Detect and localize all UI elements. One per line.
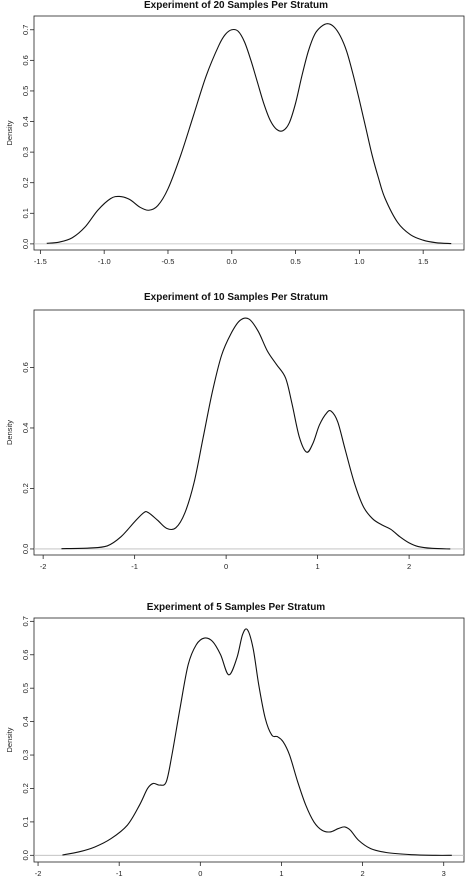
density-curve [61, 317, 451, 550]
x-tick-label: -1.0 [98, 257, 111, 266]
y-axis-label: Density [5, 120, 14, 145]
plot-frame [33, 309, 465, 556]
density-panel-2: Experiment of 10 Samples Per Stratum -2-… [0, 292, 472, 584]
x-tick-label: 2 [360, 869, 364, 878]
x-tick-label: 3 [442, 869, 446, 878]
y-tick-label: 0.5 [21, 683, 30, 693]
y-tick-label: 0.2 [21, 483, 30, 493]
chart-title: Experiment of 10 Samples Per Stratum [144, 292, 328, 303]
chart-title: Experiment of 5 Samples Per Stratum [146, 602, 326, 613]
y-tick-label: 0.2 [21, 177, 30, 187]
y-tick-label: 0.6 [21, 55, 30, 65]
density-curve [46, 23, 452, 245]
x-tick-label: -0.5 [162, 257, 175, 266]
x-tick-label: 0 [198, 869, 202, 878]
density-chart: -2 -1 0 1 2 3 0.0 0.1 0.2 0.3 0.4 0.5 0.6 0.7 Density [5, 616, 465, 878]
y-tick-label: 0.6 [21, 362, 30, 372]
x-tick-label: 1 [316, 562, 320, 571]
y-tick-label: 0.1 [21, 208, 30, 218]
y-axis-label: Density [5, 420, 14, 445]
plot-frame [33, 15, 465, 251]
x-tick-label: 0 [224, 562, 228, 571]
y-tick-label: 0.0 [21, 239, 30, 249]
y-tick-label: 0.5 [21, 86, 30, 96]
density-curve [62, 628, 452, 856]
x-tick-label: 0.5 [290, 257, 300, 266]
y-tick-label: 0.1 [21, 817, 30, 827]
y-tick-label: 0.4 [21, 716, 30, 726]
y-tick-label: 0.0 [21, 544, 30, 554]
y-tick-label: 0.6 [21, 650, 30, 660]
x-tick-label: -1 [116, 869, 123, 878]
y-tick-label: 0.0 [21, 850, 30, 860]
x-tick-label: 1.0 [354, 257, 364, 266]
density-chart: -2 -1 0 1 2 0.0 0.2 0.4 0.6 Density [5, 309, 465, 571]
y-tick-label: 0.4 [21, 423, 30, 433]
y-axis-label: Density [5, 727, 14, 752]
x-tick-label: 2 [407, 562, 411, 571]
y-tick-label: 0.2 [21, 783, 30, 793]
x-tick-label: 0.0 [227, 257, 237, 266]
x-tick-label: -2 [35, 869, 42, 878]
y-tick-label: 0.7 [21, 25, 30, 35]
x-tick-label: -1.5 [34, 257, 47, 266]
density-chart: -1.5 -1.0 -0.5 0.0 0.5 1.0 1.5 0.0 0.1 0.2 0.3 0.4 0… [5, 15, 465, 266]
x-tick-label: -1 [131, 562, 138, 571]
plot-frame [33, 617, 465, 863]
x-tick-label: 1 [279, 869, 283, 878]
y-tick-label: 0.3 [21, 147, 30, 157]
x-tick-label: 1.5 [418, 257, 428, 266]
x-tick-label: -2 [40, 562, 47, 571]
y-tick-label: 0.3 [21, 750, 30, 760]
chart-title: Experiment of 20 Samples Per Stratum [144, 0, 328, 11]
y-tick-label: 0.7 [21, 616, 30, 626]
y-tick-label: 0.4 [21, 116, 30, 126]
density-panel-3: Experiment of 5 Samples Per Stratum -2 -1… [0, 584, 472, 883]
density-panel-1: Experiment of 20 Samples Per Stratum -1.… [0, 0, 472, 292]
